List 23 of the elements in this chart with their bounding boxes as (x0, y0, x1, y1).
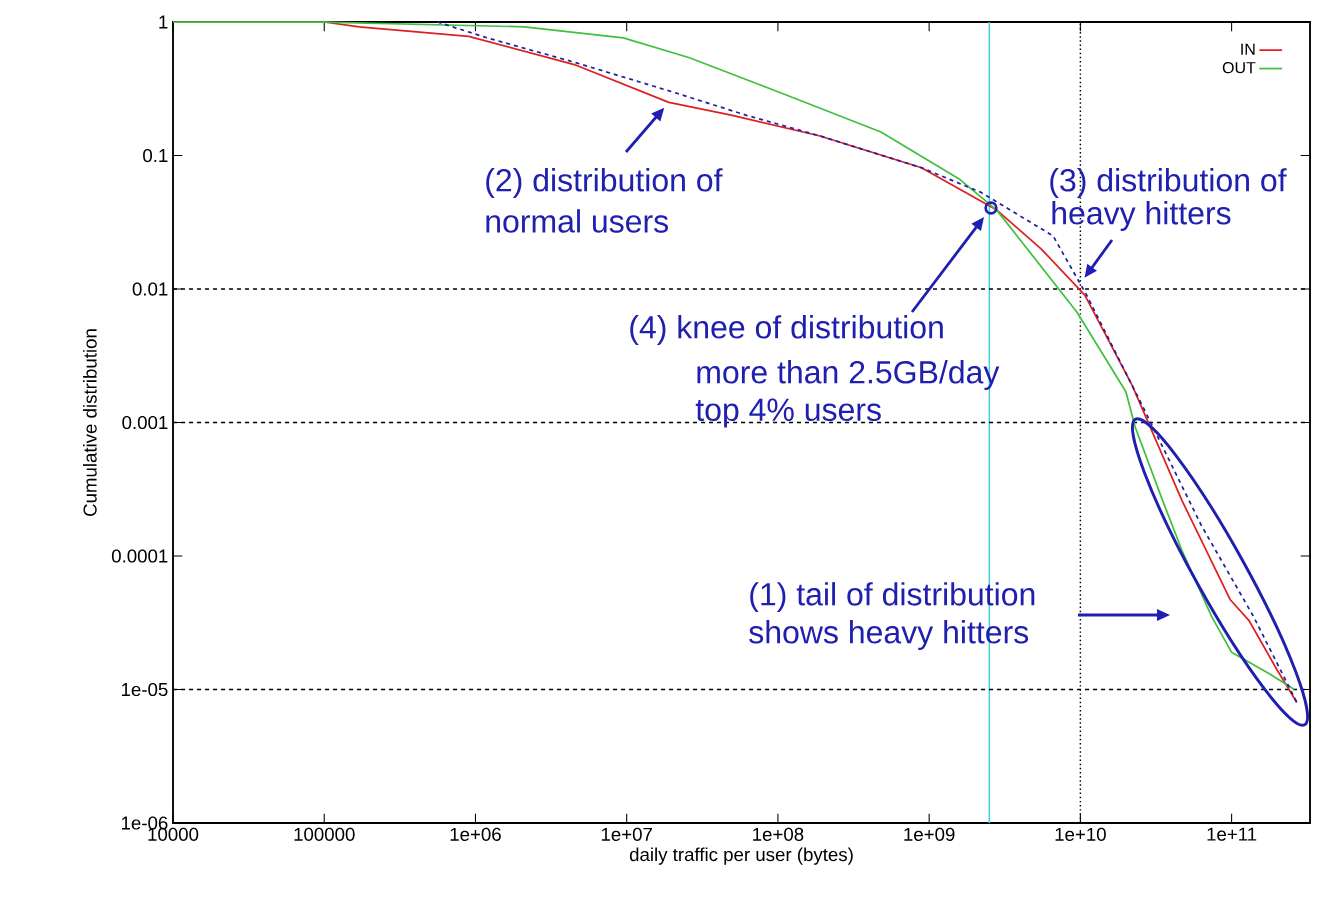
annotation: (4) knee of distribution (630, 315, 943, 345)
legend-label: IN (1241, 43, 1255, 55)
y-axis-title: Cumulative distribution (83, 329, 97, 516)
y-tick-label: 1 (159, 15, 168, 29)
y-tick-label: 1e-05 (121, 682, 168, 697)
annotation: (3) distribution of (1050, 168, 1287, 198)
x-tick-label: 100000 (294, 827, 355, 841)
x-axis-title: daily traffic per user (bytes) (629, 847, 853, 865)
annotation: (2) distribution of (486, 168, 723, 198)
y-tick-label: 0.001 (122, 415, 168, 430)
legend-label: OUT (1222, 61, 1256, 74)
x-tick-label: 1e+11 (1207, 827, 1257, 841)
x-tick-label: 1e+10 (1055, 827, 1106, 841)
y-tick-label: 0.1 (143, 148, 168, 163)
y-tick-label: 0.0001 (111, 549, 168, 563)
x-tick-label: 1e+09 (904, 827, 955, 841)
annotation: top 4% users (695, 398, 881, 428)
annotation: normal users (486, 209, 668, 233)
y-tick-label: 0.01 (132, 282, 168, 296)
x-tick-label: 1e+07 (601, 827, 652, 841)
x-tick-label: 1e+06 (450, 827, 501, 841)
x-tick-label: 1e+08 (753, 827, 804, 841)
annotation: heavy hitters (1052, 201, 1231, 231)
